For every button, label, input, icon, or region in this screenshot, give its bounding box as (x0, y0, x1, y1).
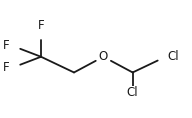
Text: Cl: Cl (167, 50, 179, 63)
Text: Cl: Cl (127, 86, 138, 99)
Text: F: F (3, 39, 10, 52)
Text: O: O (99, 50, 108, 63)
Text: F: F (3, 61, 10, 74)
Text: F: F (38, 19, 44, 32)
